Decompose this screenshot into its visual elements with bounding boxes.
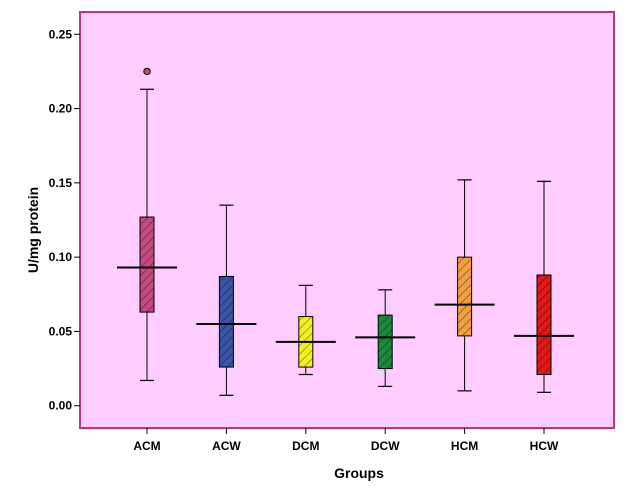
y-axis: 0.00 0.05 0.10 0.15 0.20 0.25 (49, 27, 80, 413)
box-hcm (434, 179, 495, 392)
x-tick-label: DCM (292, 439, 319, 453)
boxes-group (117, 67, 574, 396)
box-acw (196, 204, 257, 396)
y-tick-label: 0.00 (49, 399, 73, 413)
y-tick-label: 0.20 (49, 102, 73, 116)
iqr-box (457, 256, 473, 337)
y-tick-label: 0.10 (49, 250, 73, 264)
y-tick-label: 0.25 (49, 27, 73, 41)
x-axis: ACM ACW DCM DCW HCM HCW (133, 428, 559, 453)
x-tick-label: HCM (451, 439, 478, 453)
y-axis-title: U/mg protein (25, 187, 41, 273)
iqr-box (377, 314, 393, 370)
y-tick-label: 0.15 (49, 176, 73, 190)
iqr-box (139, 216, 155, 313)
x-tick-label: ACM (133, 439, 160, 453)
iqr-box (218, 275, 234, 368)
x-axis-title: Groups (334, 465, 384, 481)
x-tick-label: DCW (371, 439, 400, 453)
x-tick-label: ACW (212, 439, 241, 453)
iqr-box (536, 274, 552, 376)
box-dcm (275, 284, 336, 376)
box-hcw (514, 180, 574, 393)
plot-area (79, 11, 615, 429)
box-dcw (355, 289, 416, 387)
box-acm (117, 67, 177, 382)
y-tick-label: 0.05 (49, 324, 73, 338)
outlier-point (143, 67, 151, 76)
x-tick-label: HCW (530, 439, 559, 453)
